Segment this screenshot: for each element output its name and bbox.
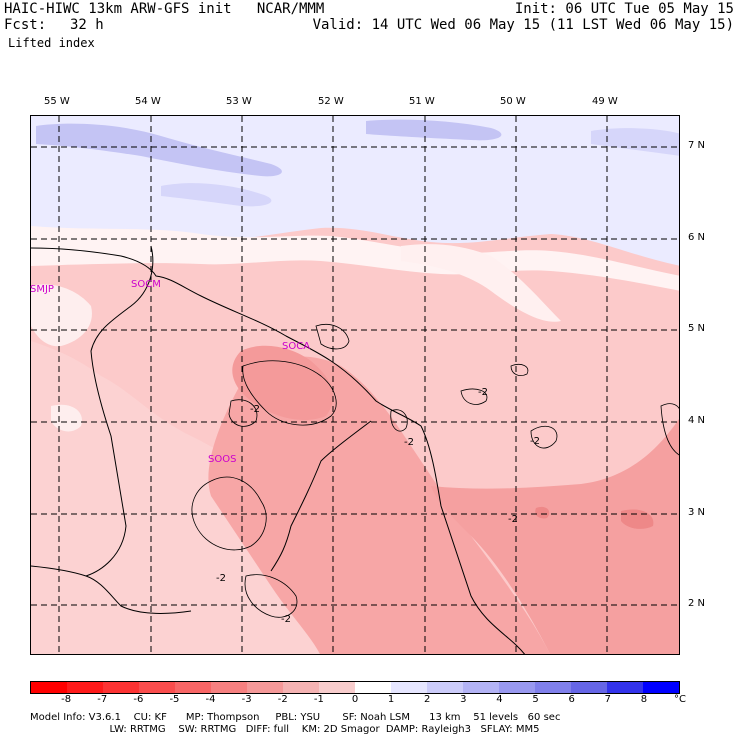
contour-label: -2 [250, 404, 260, 415]
contours [191, 324, 679, 618]
colorbar-tick-label: 4 [496, 694, 503, 705]
dark-pink-region [208, 356, 550, 654]
colorbar-segment [103, 682, 139, 693]
blue-patch [36, 123, 282, 177]
contour-label: -2 [530, 436, 540, 447]
blue-patch [161, 183, 272, 207]
contour-label: -2 [478, 387, 488, 398]
lat-label: 6 N [688, 232, 706, 243]
colorbar-segment [499, 682, 535, 693]
contour-label: -2 [281, 614, 291, 625]
colorbar-segment [283, 682, 319, 693]
lat-label: 2 N [688, 598, 706, 609]
colorbar-tick-label: 5 [532, 694, 539, 705]
white-streak [401, 244, 561, 322]
fcst-value: 32 h [70, 17, 104, 33]
lon-label: 52 W [318, 96, 344, 107]
colorbar-segment [67, 682, 103, 693]
station-label: SOCM [131, 279, 161, 290]
colorbar-segment [31, 682, 67, 693]
colorbar-segment [535, 682, 571, 693]
white-band [31, 226, 679, 291]
colorbar-tick-label: -6 [133, 694, 144, 705]
blue-patch [366, 119, 502, 141]
convective-patch [535, 506, 550, 519]
lifted-index-map [30, 115, 680, 655]
contour-label: -2 [216, 573, 226, 584]
contour-label: -2 [404, 437, 414, 448]
valid-time: Valid: 14 UTC Wed 06 May 15 (11 LST Wed … [312, 17, 734, 33]
colorbar-tick-label: -5 [169, 694, 180, 705]
map-canvas [31, 116, 679, 654]
colorbar-segment [355, 682, 391, 693]
lat-label: 7 N [688, 140, 706, 151]
blue-patch [591, 128, 679, 156]
colorbar-tick-label: -3 [241, 694, 252, 705]
station-label: SOCA [282, 341, 311, 352]
colorbar-tick-label: 8 [640, 694, 648, 705]
graticule [31, 116, 679, 654]
model-info-line2: LW: RRTMG SW: RRTMG DIFF: full KM: 2D Sm… [30, 724, 540, 735]
colorbar-segment [211, 682, 247, 693]
fcst-label: Fcst: [4, 17, 47, 33]
colorbar-tick-label: -7 [97, 694, 108, 705]
colorbar-segment [571, 682, 607, 693]
model-info-line1: Model Info: V3.6.1 CU: KF MP: Thompson P… [30, 712, 561, 723]
colorbar-segment [391, 682, 427, 693]
lon-label: 50 W [500, 96, 526, 107]
contour-label: -2 [508, 514, 518, 525]
field-name: Lifted index [8, 36, 95, 50]
colorbar-tick-label: 0 [351, 694, 359, 705]
colorbar-tick-label: 1 [387, 694, 395, 705]
colorbar-segment [643, 682, 679, 693]
colorbar-segment [463, 682, 499, 693]
lat-label: 5 N [688, 323, 706, 334]
colorbar-tick-label: -8 [61, 694, 72, 705]
colorbar-segment [247, 682, 283, 693]
lon-label: 55 W [44, 96, 70, 107]
colorbar-tick-label: 6 [568, 694, 575, 705]
lat-label: 4 N [688, 415, 706, 426]
colorbar-tick-label: 3 [460, 694, 467, 705]
dark-pink-region-east [431, 418, 679, 654]
colorbar-unit: °C [674, 694, 686, 705]
lon-label: 51 W [409, 96, 435, 107]
colorbar-tick-label: 2 [424, 694, 431, 705]
colorbar-tick-label: -1 [313, 694, 324, 705]
init-time: Init: 06 UTC Tue 05 May 15 [514, 1, 734, 17]
colorbar-segment [139, 682, 175, 693]
colorbar-segment [175, 682, 211, 693]
station-label: SMJP [30, 284, 54, 295]
lon-label: 49 W [592, 96, 618, 107]
station-label: SOOS [208, 454, 237, 465]
pale-patch [31, 284, 92, 347]
colorbar-tick-label: -2 [277, 694, 288, 705]
colorbar-segment [319, 682, 355, 693]
colorbar-tick-label: 7 [604, 694, 611, 705]
lon-label: 54 W [135, 96, 161, 107]
title-line: HAIC-HIWC 13km ARW-GFS init NCAR/MMM [4, 1, 325, 17]
colorbar [30, 681, 680, 694]
lon-label: 53 W [226, 96, 252, 107]
coastline [31, 245, 525, 654]
colorbar-tick-label: -4 [205, 694, 216, 705]
colorbar-segment [427, 682, 463, 693]
colorbar-segment [607, 682, 643, 693]
lat-label: 3 N [688, 507, 706, 518]
